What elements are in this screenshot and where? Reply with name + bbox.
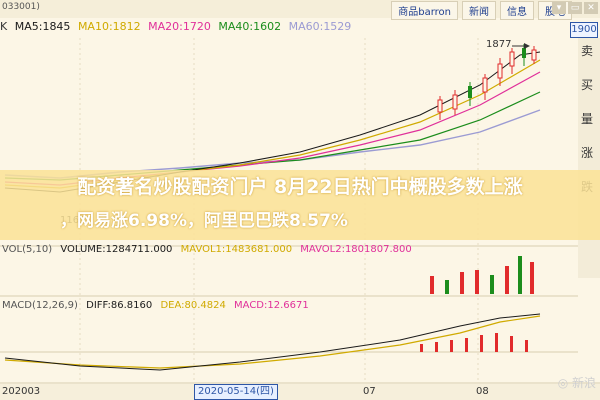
ma40-label: MA40:1602 [218,20,282,33]
side-buy[interactable]: 买 [581,78,594,92]
ma-legend: K MA5:1845 MA10:1812 MA20:1720 MA40:1602… [0,20,355,33]
macd-dea-line [4,315,541,369]
side-rise[interactable]: 涨 [581,146,594,160]
tab-product[interactable]: 商品barron [391,1,458,20]
headline-line-2: ，网易涨6.98%，阿里巴巴跌8.57% [60,211,348,231]
selected-date[interactable]: 2020-05-14(四) [194,384,278,400]
watermark: ◎ 新浪 [557,376,596,390]
mavol2-value: MAVOL2:1801807.800 [300,244,412,255]
volume-bars [430,256,534,294]
date-label-start: 202003 [2,386,41,397]
tab-info[interactable]: 信息 [500,1,534,20]
high-label: 1877 [486,39,512,50]
ma60-label: MA60:1529 [288,20,352,33]
window-controls: ▾ ▭ ✕ [552,2,598,14]
tab-news[interactable]: 新闻 [462,1,496,20]
diff-value: DIFF:86.8160 [86,300,153,311]
macd-title: MACD(12,26,9) [2,300,78,311]
ma60-line [4,109,541,179]
ma5-label: MA5:1845 [14,20,71,33]
ma20-label: MA20:1720 [148,20,211,33]
side-volume[interactable]: 量 [581,112,594,126]
date-label-08: 08 [476,386,489,397]
maximize-icon[interactable]: ▭ [568,2,582,14]
macd-value: MACD:12.6671 [234,300,309,311]
macd-bars [420,333,528,352]
close-icon[interactable]: ✕ [584,2,598,14]
ma10-label: MA10:1812 [77,20,141,33]
ma10-line [4,59,541,189]
period-label: K [0,20,8,33]
macd-legend: MACD(12,26,9) DIFF:86.8160 DEA:80.4824 M… [2,300,314,311]
mavol1-value: MAVOL1:1483681.000 [180,244,293,255]
macd-diff-line [4,313,541,371]
dea-value: DEA:80.4824 [160,300,226,311]
stock-code: 033001) [2,2,40,12]
ma20-line [4,71,541,186]
headline-line-1: 配资著名炒股配资门户 8月22日热门中概股多数上涨 [77,176,523,198]
candles [437,44,537,120]
date-axis: 202003 07 08 [0,384,600,400]
current-price-box: 1900 [570,22,598,38]
date-label-07: 07 [363,386,376,397]
side-sell[interactable]: 卖 [581,44,594,58]
dropdown-icon[interactable]: ▾ [552,2,566,14]
headline-banner: 配资著名炒股配资门户 8月22日热门中概股多数上涨 ，网易涨6.98%，阿里巴巴… [0,170,600,240]
vol-title: VOL(5,10) [2,244,53,255]
volume-legend: VOL(5,10) VOLUME:1284711.000 MAVOL1:1483… [2,244,417,255]
volume-value: VOLUME:1284711.000 [60,244,173,255]
